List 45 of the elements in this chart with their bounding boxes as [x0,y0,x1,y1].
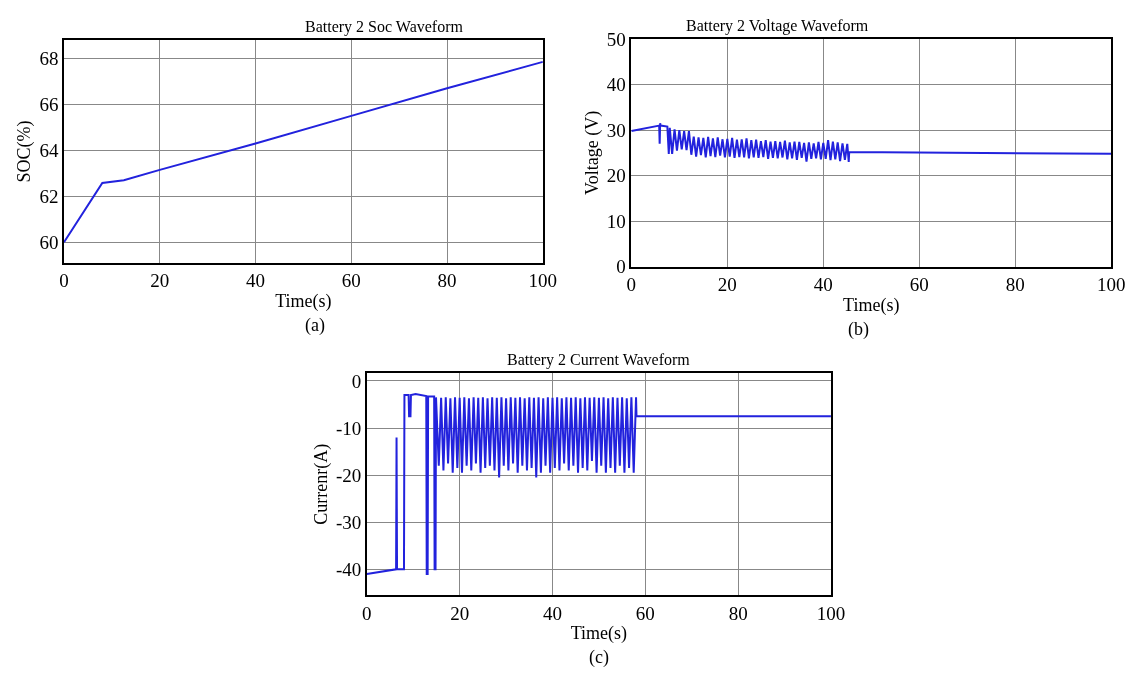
y-axis-title: SOC(%) [14,120,36,183]
y-tick-label: 40 [606,74,626,96]
y-tick-label: -30 [335,511,362,533]
x-tick-label: 100 [528,270,558,292]
line-series [366,393,831,576]
x-tick-label: 20 [150,270,170,292]
x-axis-title: Time(s) [570,623,628,645]
chart-title: Battery 2 Soc Waveform [305,18,464,36]
y-tick-label: 0 [351,370,362,392]
x-tick-label: 20 [450,602,470,624]
y-tick-label: 30 [606,119,626,141]
y-tick-label: 68 [39,48,59,70]
y-axis-title: Currenr(A) [310,443,332,525]
y-tick-label: 60 [39,231,59,253]
text: (b) [848,319,869,340]
text: (c) [589,647,609,668]
y-tick-label: -20 [335,464,362,486]
y-tick-label: 10 [606,210,626,232]
x-tick-label: 80 [728,602,748,624]
y-tick-label: 50 [606,28,626,50]
x-tick-label: 100 [1096,274,1126,296]
y-tick-label: 0 [616,256,626,278]
y-tick-label: 20 [606,165,626,187]
chart-title: Battery 2 Voltage Waveform [686,17,869,35]
x-tick-label: 60 [909,274,929,296]
line-series [631,122,1112,164]
x-tick-label: 100 [816,602,846,624]
y-tick-label: 64 [39,139,59,161]
x-tick-label: 40 [246,270,266,292]
x-axis-title: Time(s) [843,294,900,316]
chart-title: Battery 2 Current Waveform [507,351,691,369]
y-tick-label: 66 [39,94,59,116]
y-tick-label: -10 [335,417,362,439]
x-tick-label: 40 [813,274,833,296]
text: (a) [305,315,325,336]
x-tick-label: 40 [543,602,562,624]
x-tick-label: 80 [1005,274,1025,296]
x-tick-label: 60 [635,602,655,624]
y-tick-label: -40 [335,559,362,581]
line-series [64,60,543,244]
x-tick-label: 20 [717,274,737,296]
y-axis-title: Voltage (V) [581,110,603,195]
x-axis-title: Time(s) [275,291,332,313]
x-tick-label: 80 [437,270,457,292]
y-tick-label: 62 [39,185,59,207]
